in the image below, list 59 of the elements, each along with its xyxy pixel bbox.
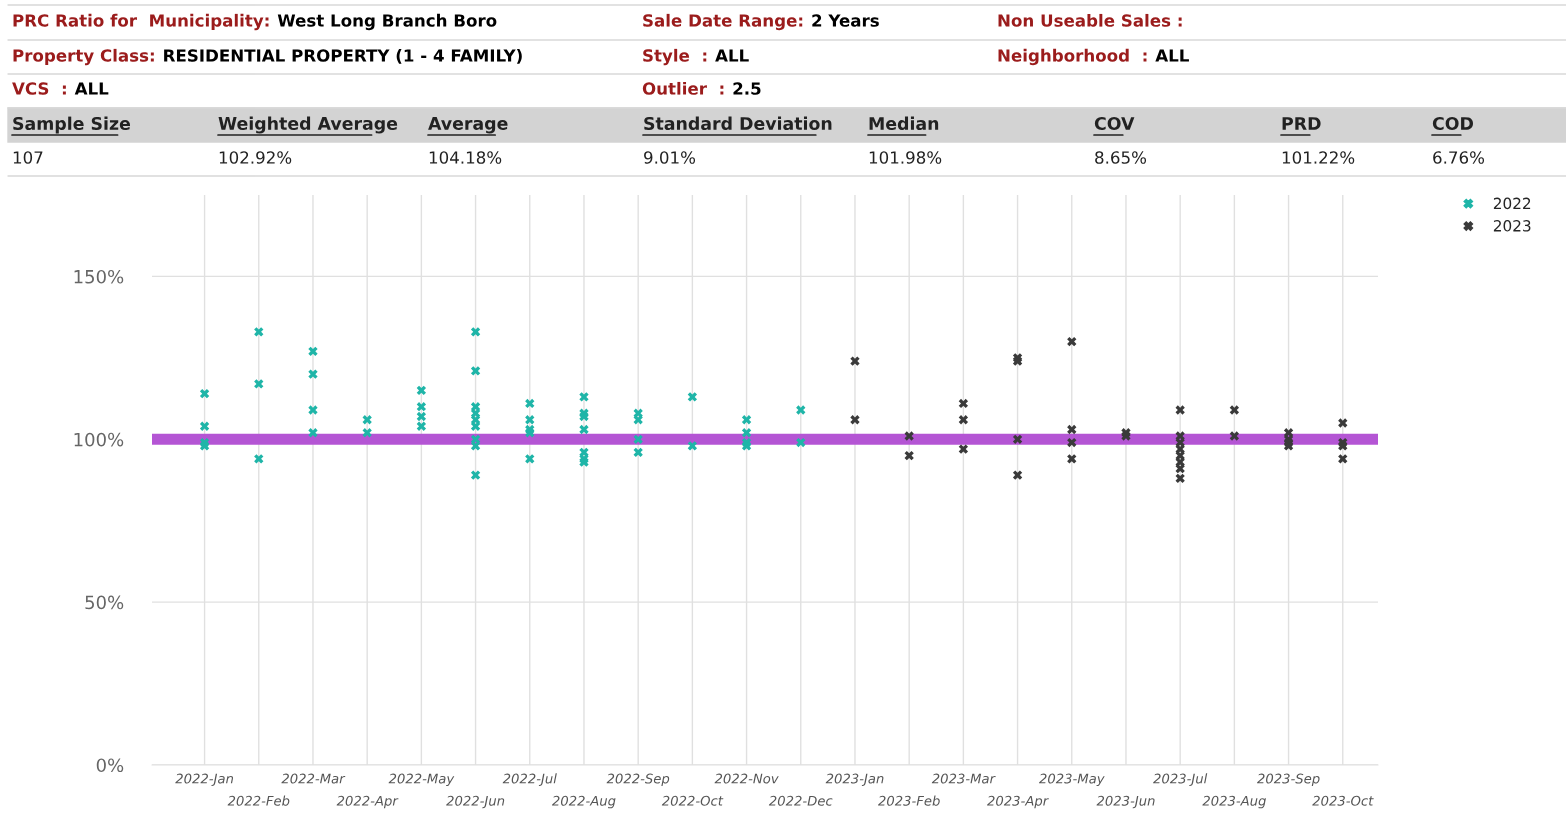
x-tick-label: 2023-Jan — [825, 773, 884, 786]
x-tick-label: 2022-May — [388, 773, 455, 787]
text: ALL — [1155, 49, 1189, 62]
legend-label: 2023 — [1493, 220, 1531, 232]
x-tick-label: 2023-Sep — [1257, 773, 1320, 787]
text: PRC Ratio for Municipality: — [13, 13, 269, 31]
text: 101.98% — [869, 151, 942, 164]
text: Standard Deviation — [644, 116, 832, 131]
y-tick-label: 0% — [96, 758, 124, 773]
text: ALL — [74, 82, 109, 95]
x-tick-label: 2022-Jan — [175, 773, 234, 786]
x-tick-label: 2023-Apr — [987, 795, 1049, 809]
text: Sample Size — [13, 116, 130, 134]
legend-label: 2022 — [1493, 197, 1531, 210]
x-tick-label: 2023-Jun — [1096, 795, 1155, 809]
text: Weighted Average — [218, 116, 398, 134]
text: Outlier : — [642, 81, 724, 95]
text: COD — [1432, 116, 1473, 131]
x-tick-label: 2023-Oct — [1312, 795, 1374, 806]
text: 107 — [13, 151, 43, 164]
text: COV — [1094, 116, 1135, 131]
y-tick-label: 50% — [85, 595, 124, 610]
x-tick-label: 2023-Aug — [1202, 795, 1266, 809]
x-tick-label: 2023-Feb — [878, 795, 940, 806]
text: 8.65% — [1095, 151, 1147, 164]
x-tick-label: 2022-Jun — [446, 795, 505, 809]
text: ALL — [715, 49, 749, 62]
text: 104.18% — [429, 151, 502, 164]
text: Average — [428, 117, 508, 134]
x-tick-label: 2023-May — [1039, 773, 1105, 787]
x-tick-label: 2023-Mar — [931, 773, 996, 784]
text: 6.76% — [1433, 151, 1485, 164]
x-tick-label: 2022-Oct — [661, 795, 724, 806]
text: RESIDENTIAL PROPERTY (1 - 4 FAMILY) — [164, 48, 522, 64]
x-tick-label: 2022-Sep — [606, 773, 670, 787]
text: 9.01% — [644, 151, 696, 164]
text: Median — [869, 116, 939, 131]
text: VCS : — [12, 82, 66, 95]
text: 102.92% — [219, 151, 292, 164]
x-tick-label: 2022-Apr — [336, 795, 399, 809]
text: West Long Branch Boro — [277, 13, 497, 31]
text: Style : — [643, 48, 707, 66]
text: 101.22% — [1282, 151, 1355, 164]
x-tick-label: 2022-Dec — [768, 795, 833, 806]
text: Property Class: — [13, 48, 154, 66]
y-tick-label: 150% — [74, 269, 124, 284]
text: PRD — [1282, 117, 1321, 130]
x-tick-label: 2022-Nov — [714, 773, 779, 784]
x-tick-label: 2022-Feb — [227, 795, 290, 806]
text: 2.5 — [733, 82, 761, 95]
x-tick-label: 2022-Mar — [281, 773, 346, 784]
x-tick-label: 2022-Aug — [551, 795, 616, 809]
text: Sale Date Range: — [643, 13, 803, 31]
text: 2 Years — [812, 14, 879, 27]
text: Neighborhood : — [998, 48, 1147, 66]
x-tick-label: 2022-Jul — [502, 773, 557, 786]
x-tick-label: 2023-Jul — [1153, 773, 1208, 786]
y-tick-label: 100% — [74, 432, 124, 447]
text: Non Useable Sales : — [998, 13, 1182, 27]
